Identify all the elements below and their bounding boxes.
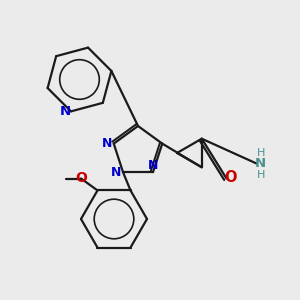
Text: O: O	[75, 172, 87, 185]
Text: N: N	[60, 105, 71, 118]
Text: H: H	[257, 170, 265, 181]
Text: N: N	[148, 159, 158, 172]
Text: N: N	[102, 137, 112, 150]
Text: H: H	[257, 148, 265, 158]
Text: O: O	[224, 169, 236, 184]
Text: N: N	[111, 166, 122, 178]
Text: N: N	[254, 157, 266, 170]
